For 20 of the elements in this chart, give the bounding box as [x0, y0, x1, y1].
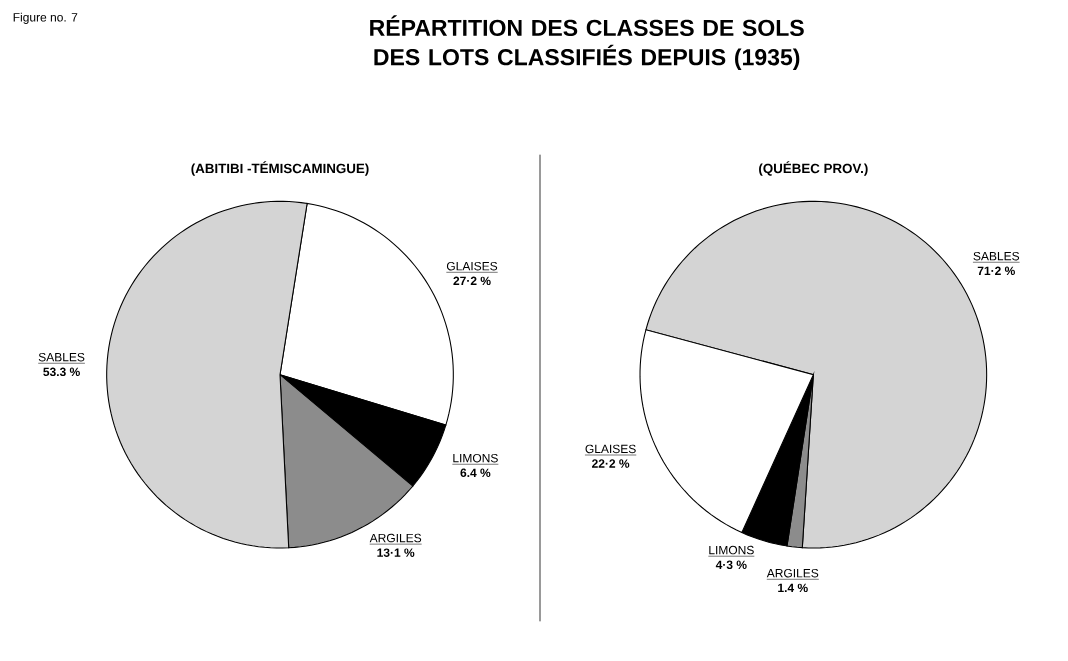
- chart-subtitle: (ABITIBI -TÉMISCAMINGUE): [191, 161, 369, 176]
- slice-label: SABLES: [973, 251, 1020, 261]
- slice-label: GLAISES: [446, 261, 498, 271]
- slice-label: ARGILES: [369, 533, 422, 543]
- slice-label: SABLES: [38, 352, 85, 362]
- data-label: 71·2 %: [977, 266, 1015, 275]
- slice-label: ARGILES: [766, 568, 819, 578]
- data-label: 13·1 %: [377, 548, 415, 557]
- data-label: 6.4 %: [460, 468, 491, 477]
- data-label: 22·2 %: [592, 459, 630, 468]
- data-label: 1.4 %: [778, 583, 808, 592]
- data-label: 27·2 %: [453, 276, 491, 285]
- slice-label: LIMONS: [709, 545, 754, 555]
- slice-label: LIMONS: [453, 453, 498, 463]
- data-label: 4·3 %: [715, 560, 747, 569]
- chart-subtitle: (QUÉBEC PROV.): [759, 161, 868, 176]
- text: RÉPARTITION DES CLASSES DE SOLS DES LOTS CLASSIFIÉS DEPUIS (1935): [370, 15, 804, 70]
- data-label: 53.3 %: [43, 367, 80, 376]
- text: Figure no. 7: [13, 12, 78, 24]
- slice-label: GLAISES: [585, 444, 636, 453]
